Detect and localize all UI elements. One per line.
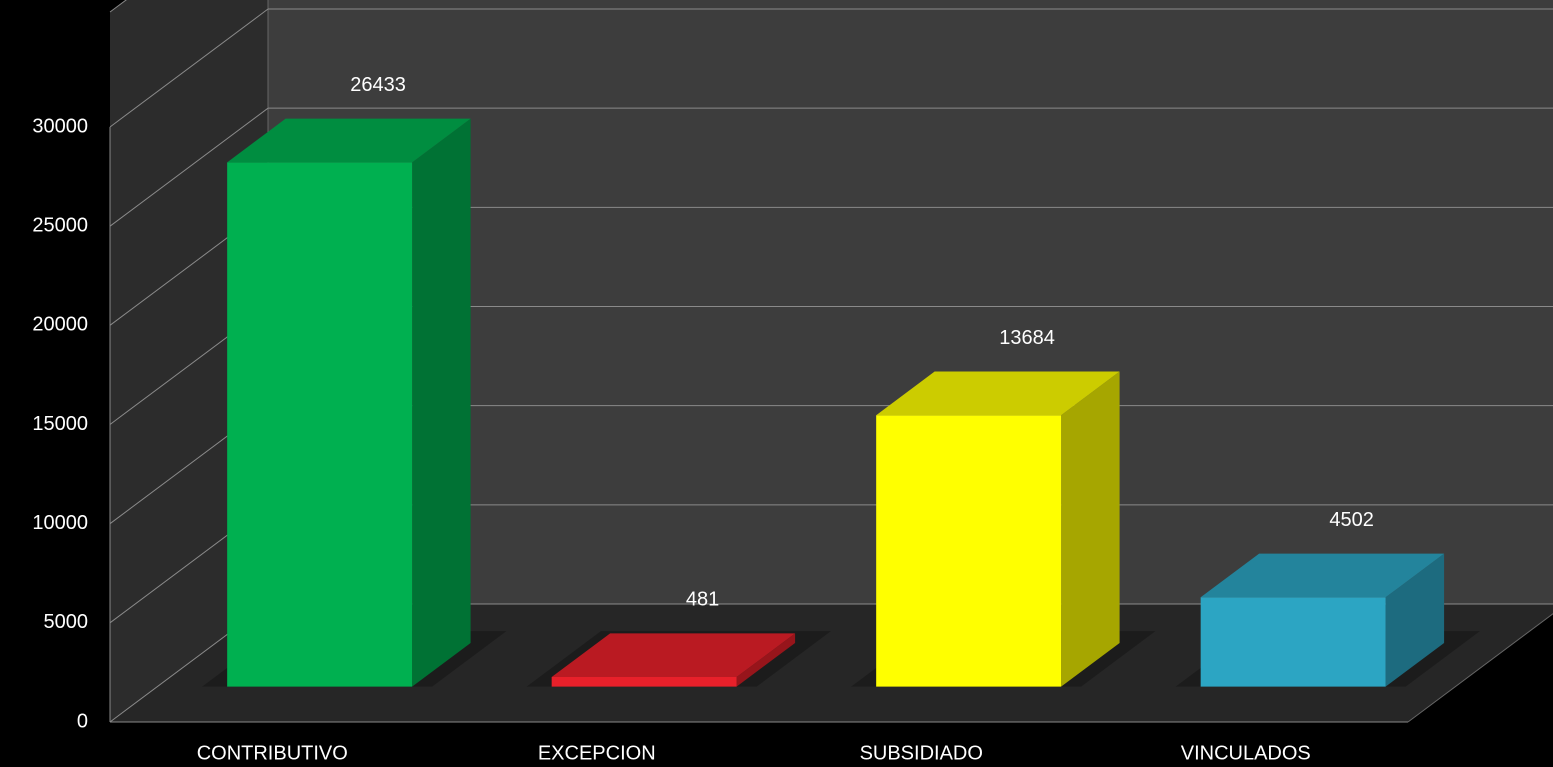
bar-side bbox=[1385, 553, 1445, 687]
y-tick-label: 15000 bbox=[32, 413, 88, 435]
x-tick-label: CONTRIBUTIVO bbox=[197, 742, 348, 764]
bar-front bbox=[551, 677, 737, 687]
bar-top bbox=[1200, 553, 1445, 598]
x-tick-label: SUBSIDIADO bbox=[860, 742, 983, 764]
back-wall bbox=[268, 0, 1553, 604]
floor-edge bbox=[1407, 613, 1553, 723]
grid-line bbox=[109, 107, 269, 227]
bar-top bbox=[551, 633, 796, 678]
grid-line bbox=[109, 8, 269, 128]
bar-top bbox=[876, 371, 1120, 416]
y-tick-label: 30000 bbox=[32, 115, 88, 137]
y-tick-label: 5000 bbox=[44, 611, 89, 633]
value-label: 4502 bbox=[1329, 509, 1374, 531]
y-tick-label: 20000 bbox=[32, 314, 88, 336]
y-tick-label: 0 bbox=[77, 710, 88, 732]
bar-side bbox=[412, 118, 471, 687]
bar-front bbox=[1200, 597, 1386, 687]
bar-front bbox=[227, 162, 413, 687]
value-label: 481 bbox=[686, 589, 719, 611]
y-tick-label: 10000 bbox=[32, 512, 88, 534]
value-label: 13684 bbox=[999, 327, 1055, 349]
value-label: 26433 bbox=[350, 74, 406, 96]
y-tick-label: 25000 bbox=[32, 214, 88, 236]
bar-front bbox=[876, 415, 1062, 687]
bar-side bbox=[1061, 371, 1120, 687]
bar-side bbox=[736, 633, 796, 687]
bar-top bbox=[227, 118, 471, 163]
x-tick-label: VINCULADOS bbox=[1181, 742, 1311, 764]
x-tick-label: EXCEPCION bbox=[538, 742, 656, 764]
